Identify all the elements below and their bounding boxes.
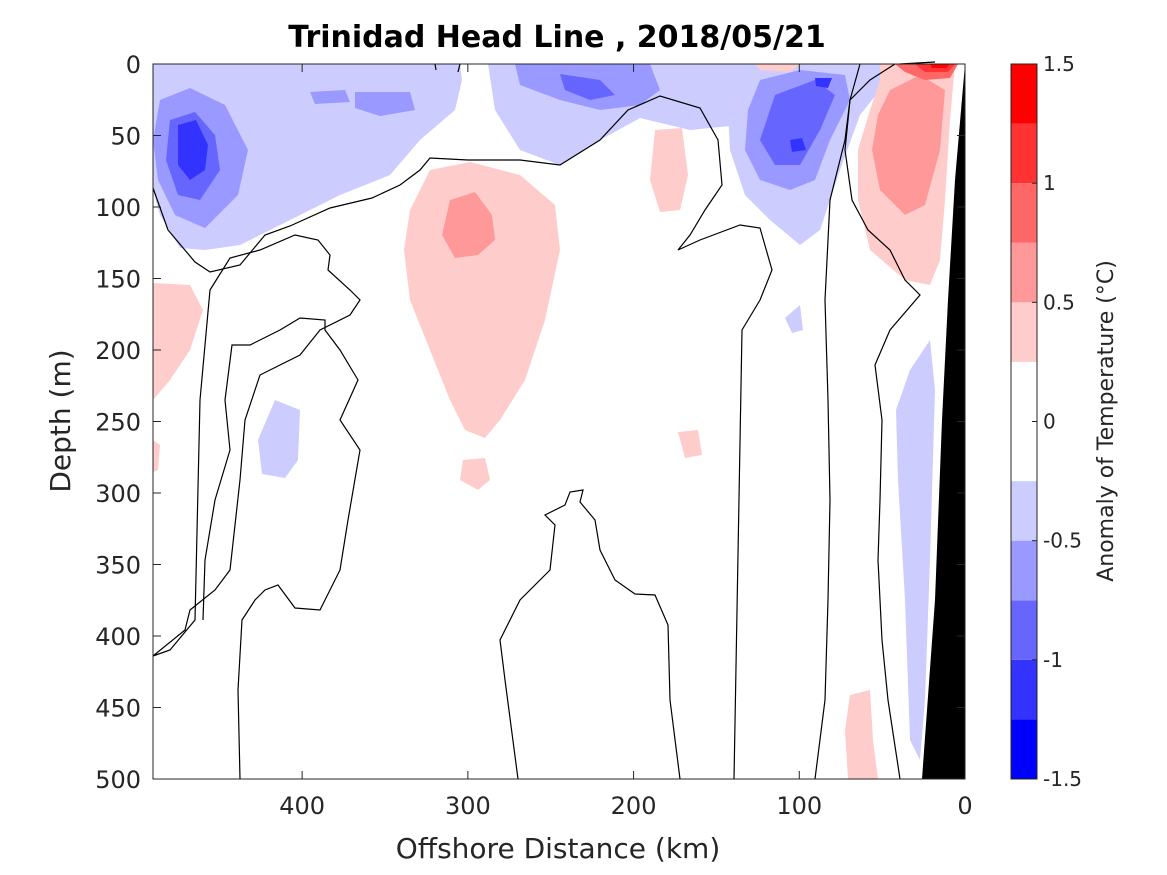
y-axis: 0 50 100 150 200 250 300 350 400 450 500 (95, 51, 965, 794)
zero-contour-line (814, 63, 896, 780)
seafloor-bathymetry (922, 64, 965, 779)
warm-anomaly-region (153, 283, 203, 400)
colorbar-segment (1011, 64, 1037, 124)
x-tick-label: 300 (445, 792, 491, 820)
warm-anomaly-region (678, 430, 702, 458)
zero-contour-line (457, 63, 461, 73)
chart-title: Trinidad Head Line , 2018/05/21 (288, 20, 825, 55)
warm-anomaly-region (650, 128, 688, 212)
cold-anomaly-region (560, 74, 615, 100)
contour-fills (153, 64, 958, 779)
colorbar-tick-label: 1.5 (1043, 52, 1075, 76)
cold-anomaly-core (815, 78, 832, 88)
y-tick-label: 500 (95, 766, 141, 794)
cold-anomaly-region (896, 340, 935, 760)
colorbar-segment (1011, 540, 1037, 601)
y-tick-label: 50 (110, 123, 141, 151)
warm-anomaly-region (755, 64, 800, 72)
x-axis-title: Offshore Distance (km) (396, 832, 721, 865)
colorbar-tick-label: -1.5 (1043, 767, 1082, 791)
colorbar-tick-label: 0 (1043, 410, 1056, 434)
y-tick-label: 350 (95, 552, 141, 580)
zero-contour-line (152, 95, 773, 780)
colorbar-segment (1011, 242, 1037, 303)
x-tick-label: 0 (957, 792, 972, 820)
colorbar-tick-label: 0.5 (1043, 290, 1075, 314)
colorbar-segment (1011, 183, 1037, 243)
cold-anomaly-region (760, 80, 835, 165)
warm-anomaly-core (930, 64, 950, 68)
warm-anomaly-region (845, 690, 878, 779)
y-tick-label: 400 (95, 623, 141, 651)
y-tick-label: 300 (95, 480, 141, 508)
cold-anomaly-core (790, 138, 806, 152)
zero-contour-line (434, 63, 437, 71)
colorbar-tick-label: -0.5 (1043, 529, 1082, 553)
cold-anomaly-region (310, 90, 350, 104)
colorbar-segment (1011, 719, 1037, 779)
warm-anomaly-region (442, 192, 495, 258)
contour-lines (152, 61, 936, 780)
colorbar-segment (1011, 600, 1037, 660)
colorbar-segment (1011, 659, 1037, 720)
colorbar-segment (1011, 481, 1037, 541)
colorbar-segment (1011, 302, 1037, 362)
plot-area (152, 61, 966, 780)
y-tick-label: 150 (95, 266, 141, 294)
warm-anomaly-region (153, 440, 160, 472)
colorbar-tick-label: 1 (1043, 171, 1056, 195)
cold-anomaly-region (785, 305, 803, 333)
x-tick-label: 400 (279, 792, 325, 820)
zero-contour-line (844, 63, 921, 780)
zero-contour-line (499, 489, 681, 780)
x-axis: 400 300 200 100 0 (279, 64, 973, 820)
zero-contour-line (202, 317, 361, 780)
warm-anomaly-region (460, 458, 490, 490)
cold-anomaly-region (355, 92, 415, 116)
y-tick-label: 100 (95, 194, 141, 222)
zero-contour-line (152, 234, 361, 657)
colorbar-title: Anomaly of Temperature (°C) (1094, 260, 1119, 582)
y-tick-label: 450 (95, 695, 141, 723)
y-tick-label: 0 (126, 51, 141, 79)
colorbar: 1.5 1 0.5 0 -0.5 -1 -1.5 (1010, 52, 1082, 791)
y-axis-title: Depth (m) (44, 349, 77, 492)
warm-anomaly-region (872, 75, 945, 215)
cold-anomaly-core (178, 120, 208, 180)
x-tick-label: 100 (776, 792, 822, 820)
x-tick-label: 200 (611, 792, 657, 820)
colorbar-segment (1011, 123, 1037, 184)
y-tick-label: 250 (95, 409, 141, 437)
y-tick-label: 200 (95, 337, 141, 365)
colorbar-tick-label: -1 (1043, 648, 1063, 672)
cold-anomaly-region (258, 400, 300, 478)
